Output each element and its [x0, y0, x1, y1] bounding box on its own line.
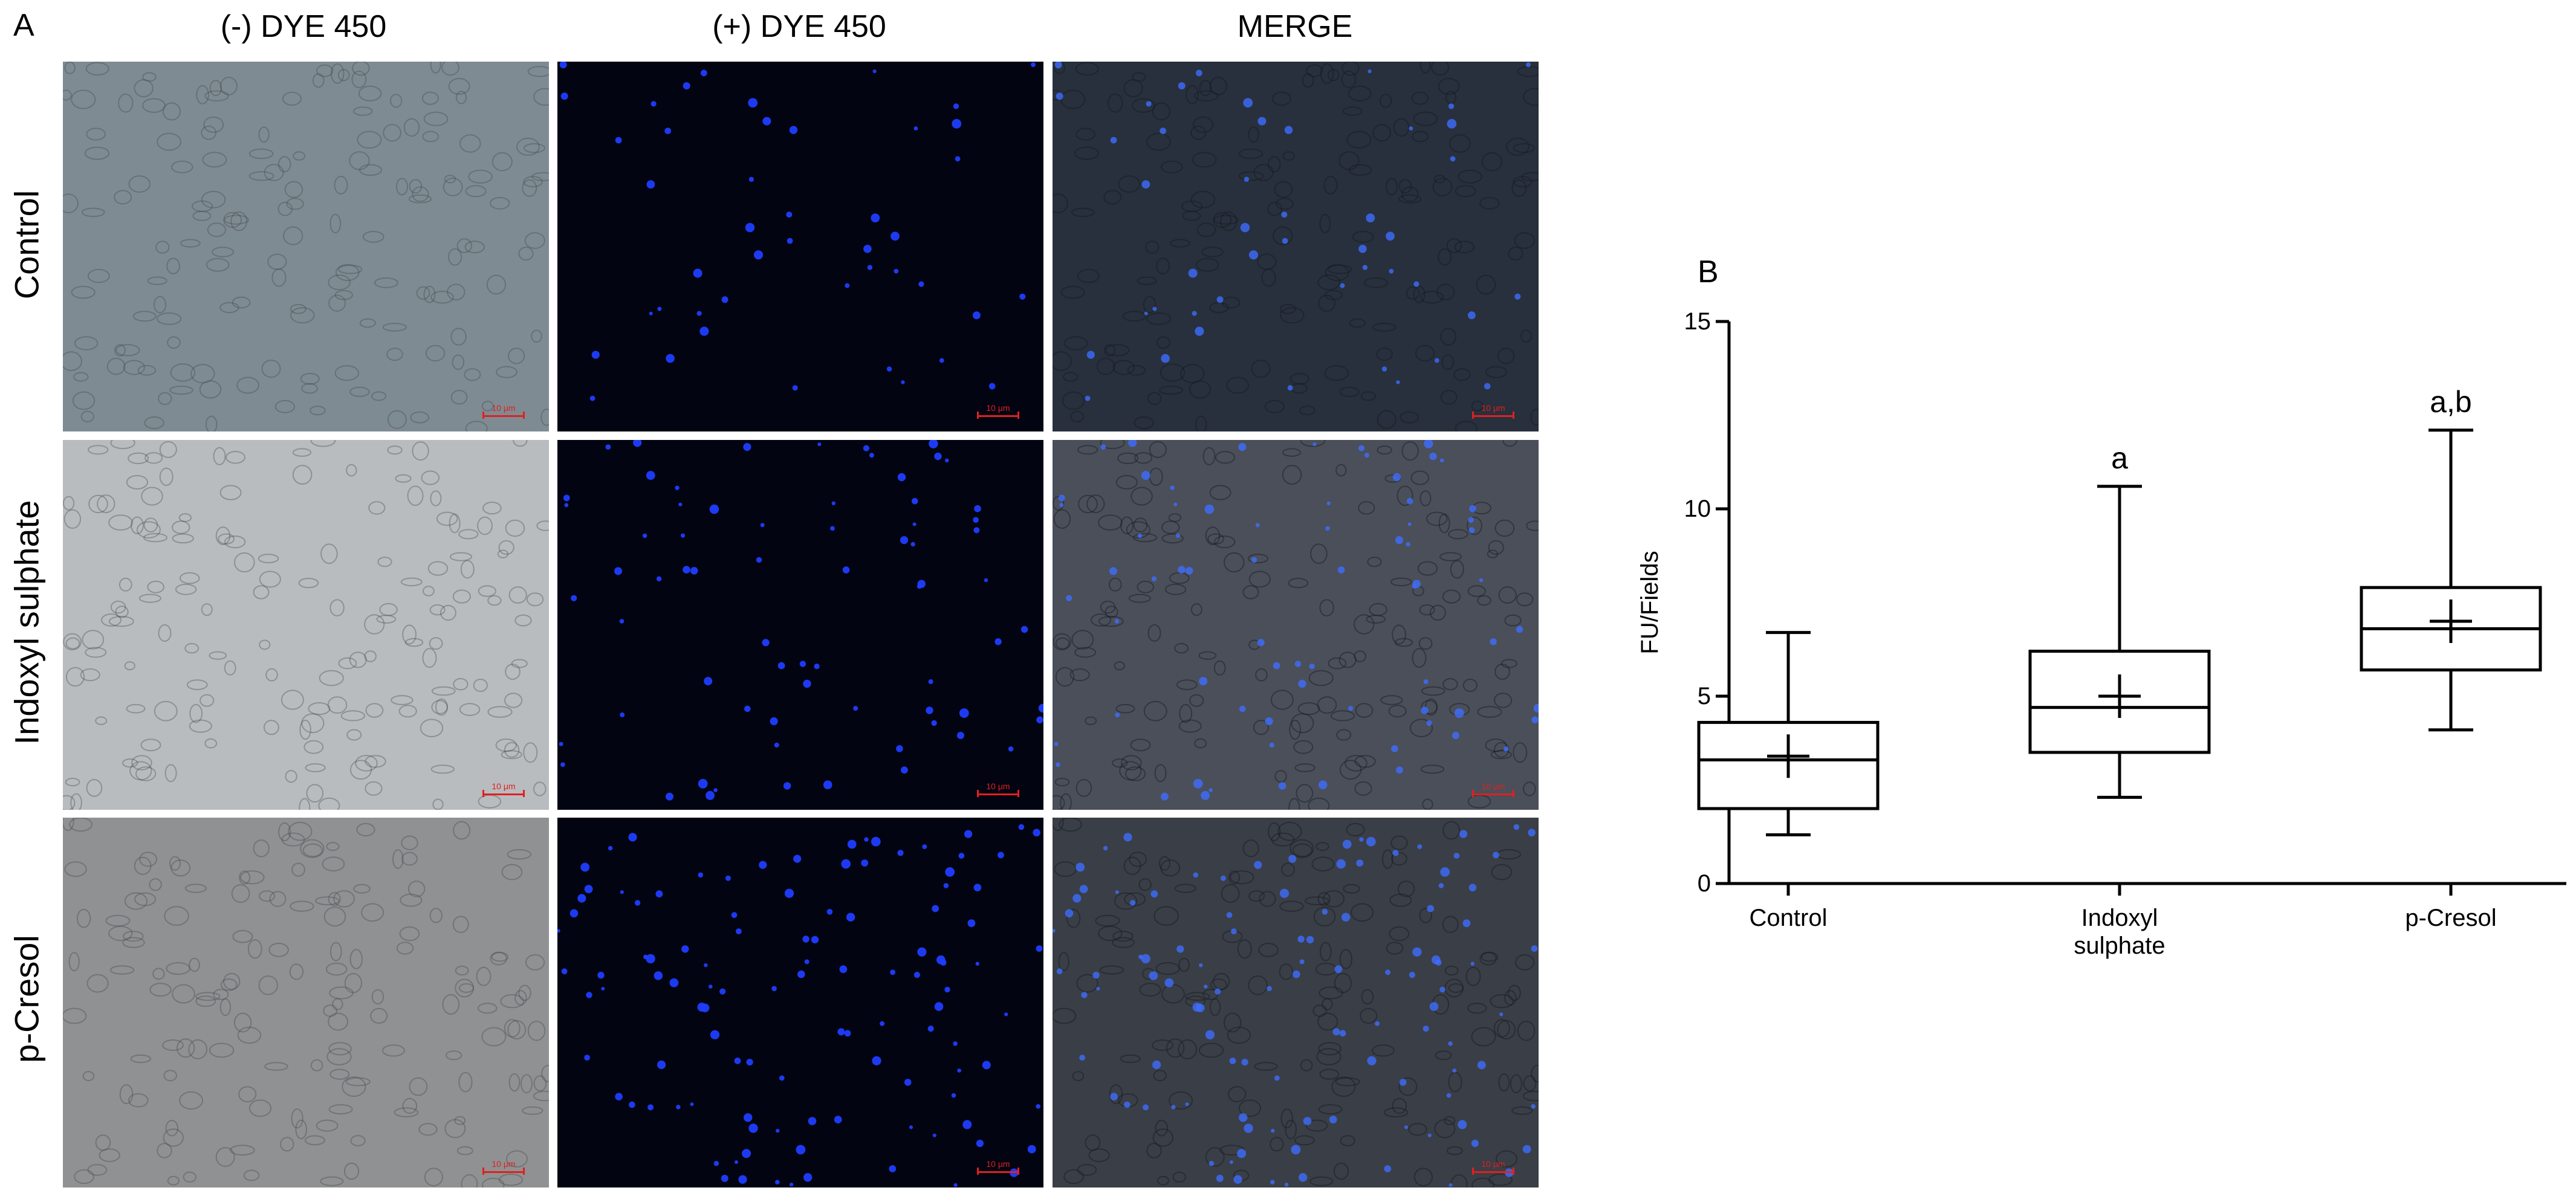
micrograph-indoxyl-sulphate-brightfield: 10 μm — [63, 440, 549, 810]
y-tick-label: 5 — [1698, 683, 1711, 709]
scale-bar-line — [1472, 790, 1514, 797]
x-tick-label: sulphate — [2074, 932, 2165, 959]
column-header-plus-dye: (+) DYE 450 — [712, 9, 886, 44]
scale-bar-label: 10 μm — [1481, 403, 1505, 413]
scale-bar-line — [977, 1168, 1019, 1175]
x-tick-label: p-Cresol — [2405, 905, 2496, 931]
scale-bar-line — [482, 790, 525, 797]
scale-bar-label: 10 μm — [986, 403, 1010, 413]
scale-bar-line — [977, 790, 1019, 797]
micrograph-p-cresol-merge: 10 μm — [1053, 818, 1539, 1187]
panel-a-label: A — [13, 8, 34, 43]
scale-bar: 10 μm — [482, 403, 525, 419]
scale-bar: 10 μm — [977, 781, 1019, 797]
scale-bar-label: 10 μm — [492, 781, 516, 791]
significance-annotation: a,b — [2430, 385, 2472, 419]
scale-bar: 10 μm — [482, 781, 525, 797]
column-header-minus-dye: (-) DYE 450 — [220, 9, 387, 44]
row-label-indoxyl-sulphate: Indoxyl sulphate — [7, 500, 46, 745]
x-tick-label: Control — [1750, 905, 1828, 931]
x-tick-label: Indoxyl — [2081, 905, 2158, 931]
scale-bar-line — [1472, 412, 1514, 419]
scale-bar: 10 μm — [1472, 403, 1514, 419]
scale-bar-line — [482, 412, 525, 419]
micrograph-control-merge: 10 μm — [1053, 62, 1539, 431]
micrograph-indoxyl-sulphate-fluorescence: 10 μm — [557, 440, 1043, 810]
scale-bar-label: 10 μm — [1481, 781, 1505, 791]
scale-bar-label: 10 μm — [986, 1159, 1010, 1169]
panel-b-label: B — [1698, 254, 1719, 289]
y-axis-label: FU/Fields — [1637, 551, 1663, 654]
scale-bar: 10 μm — [977, 1159, 1019, 1175]
scale-bar-line — [482, 1168, 525, 1175]
scale-bar: 10 μm — [977, 403, 1019, 419]
scale-bar: 10 μm — [482, 1159, 525, 1175]
micrograph-p-cresol-brightfield: 10 μm — [63, 818, 549, 1187]
micrograph-indoxyl-sulphate-merge: 10 μm — [1053, 440, 1539, 810]
y-tick-label: 10 — [1684, 496, 1711, 522]
significance-annotation: a — [2111, 441, 2128, 475]
scale-bar-line — [1472, 1168, 1514, 1175]
micrograph-control-fluorescence: 10 μm — [557, 62, 1043, 431]
y-tick-label: 15 — [1684, 308, 1711, 335]
row-label-control: Control — [7, 190, 46, 300]
scale-bar-label: 10 μm — [492, 403, 516, 413]
row-label-p-cresol: p-Cresol — [7, 935, 46, 1063]
scale-bar: 10 μm — [1472, 781, 1514, 797]
scale-bar-label: 10 μm — [492, 1159, 516, 1169]
scale-bar-label: 10 μm — [1481, 1159, 1505, 1169]
scale-bar: 10 μm — [1472, 1159, 1514, 1175]
scale-bar-label: 10 μm — [986, 781, 1010, 791]
y-tick-label: 0 — [1698, 870, 1711, 897]
micrograph-control-brightfield: 10 μm — [63, 62, 549, 431]
column-header-merge: MERGE — [1237, 9, 1353, 44]
micrograph-p-cresol-fluorescence: 10 μm — [557, 818, 1043, 1187]
scale-bar-line — [977, 412, 1019, 419]
